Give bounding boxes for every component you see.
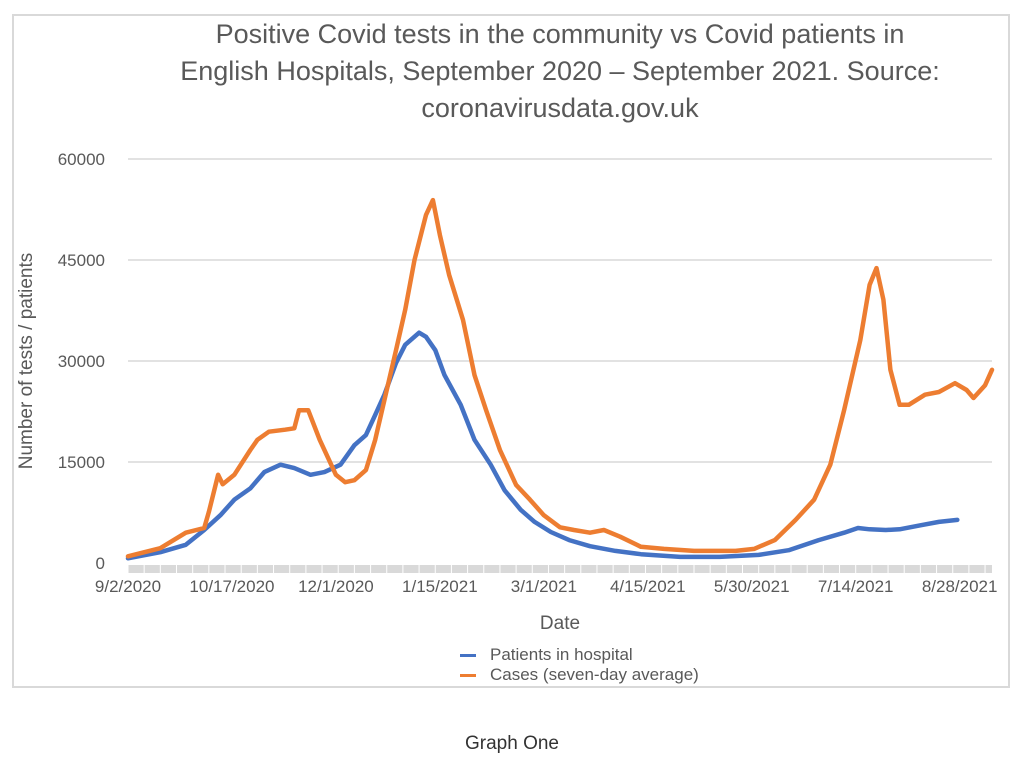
y-axis-title: Number of tests / patients — [16, 253, 37, 470]
legend-item-patients: Patients in hospital — [460, 645, 699, 665]
x-tick-label: 1/15/2021 — [402, 577, 478, 596]
chart-title-line: English Hospitals, September 2020 – Sept… — [180, 56, 940, 86]
series-line-cases — [125, 197, 995, 559]
y-tick-label: 60000 — [58, 150, 105, 169]
legend-label-patients: Patients in hospital — [490, 645, 633, 664]
x-tick-label: 3/1/2021 — [511, 577, 577, 596]
x-axis: 9/2/2020 10/17/2020 12/1/2020 1/15/2021 3/1/… — [95, 565, 998, 596]
x-tick-label: 5/30/2021 — [714, 577, 790, 596]
x-tick-label: 10/17/2020 — [189, 577, 274, 596]
chart-title-line: coronavirusdata.gov.uk — [421, 93, 699, 123]
series-line-patients — [125, 330, 960, 561]
chart-title: Positive Covid tests in the community vs… — [110, 16, 1010, 127]
chart-title-line: Positive Covid tests in the community vs… — [215, 19, 905, 49]
series-lines — [125, 197, 995, 561]
legend-label-cases: Cases (seven-day average) — [490, 665, 699, 684]
legend: Patients in hospital Cases (seven-day av… — [460, 645, 699, 685]
y-tick-label: 45000 — [58, 251, 105, 270]
y-tick-label: 0 — [96, 554, 105, 573]
legend-swatch-patients — [460, 653, 476, 657]
x-axis-title: Date — [540, 613, 580, 634]
gridlines — [128, 158, 992, 463]
legend-item-cases: Cases (seven-day average) — [460, 665, 699, 685]
legend-swatch-cases — [460, 673, 476, 677]
x-tick-label: 9/2/2020 — [95, 577, 161, 596]
y-tick-label: 30000 — [58, 352, 105, 371]
x-tick-label: 7/14/2021 — [818, 577, 894, 596]
y-axis-ticks: 0 15000 30000 45000 60000 — [58, 150, 105, 573]
x-tick-label: 12/1/2020 — [298, 577, 374, 596]
x-tick-label: 4/15/2021 — [610, 577, 686, 596]
chart-frame — [12, 14, 1010, 688]
figure-caption: Graph One — [465, 733, 559, 754]
y-tick-label: 15000 — [58, 453, 105, 472]
x-axis-band — [128, 565, 992, 573]
x-tick-label: 8/28/2021 — [922, 577, 998, 596]
